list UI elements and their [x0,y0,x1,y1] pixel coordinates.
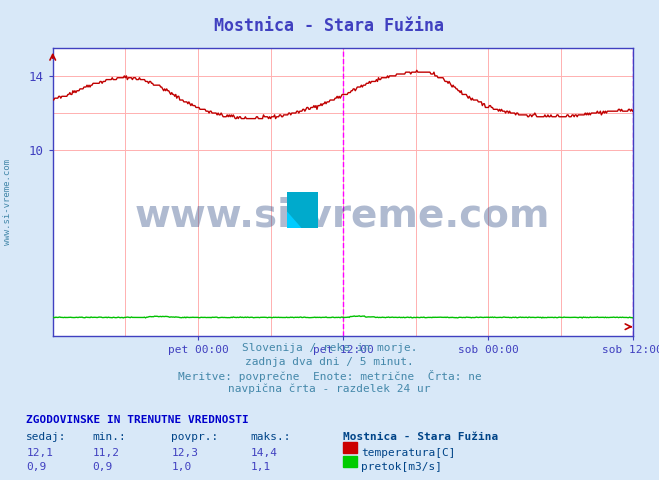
Bar [287,192,302,210]
Text: navpična črta - razdelek 24 ur: navpična črta - razdelek 24 ur [228,384,431,394]
Text: www.si-vreme.com: www.si-vreme.com [3,158,13,245]
Text: 12,3: 12,3 [171,448,198,458]
Text: povpr.:: povpr.: [171,432,219,443]
Text: Slovenija / reke in morje.: Slovenija / reke in morje. [242,343,417,353]
Text: temperatura[C]: temperatura[C] [361,448,455,458]
Text: 11,2: 11,2 [92,448,119,458]
Text: www.si-vreme.com: www.si-vreme.com [135,196,550,234]
Bar [343,456,357,467]
Text: Mostnica - Stara Fužina: Mostnica - Stara Fužina [343,432,498,443]
Text: 1,1: 1,1 [250,462,271,472]
Text: min.:: min.: [92,432,126,443]
Text: zadnja dva dni / 5 minut.: zadnja dva dni / 5 minut. [245,357,414,367]
Polygon shape [287,192,318,228]
Text: Meritve: povprečne  Enote: metrične  Črta: ne: Meritve: povprečne Enote: metrične Črta:… [178,370,481,382]
Bar [302,210,318,228]
Text: 12,1: 12,1 [26,448,53,458]
Text: 1,0: 1,0 [171,462,192,472]
Text: 0,9: 0,9 [26,462,47,472]
Text: 0,9: 0,9 [92,462,113,472]
Text: sedaj:: sedaj: [26,432,67,443]
Bar [343,442,357,453]
Text: ZGODOVINSKE IN TRENUTNE VREDNOSTI: ZGODOVINSKE IN TRENUTNE VREDNOSTI [26,415,249,425]
Text: maks.:: maks.: [250,432,291,443]
Text: 14,4: 14,4 [250,448,277,458]
Bar [287,210,302,228]
Text: Mostnica - Stara Fužina: Mostnica - Stara Fužina [214,17,445,36]
Text: pretok[m3/s]: pretok[m3/s] [361,462,442,472]
